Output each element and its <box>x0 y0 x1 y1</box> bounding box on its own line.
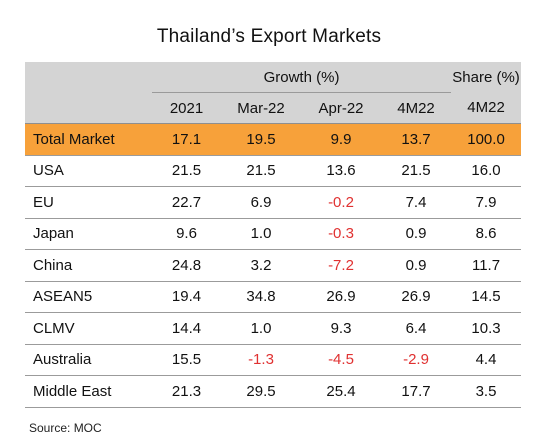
table-cell: 4.4 <box>451 344 522 376</box>
row-label: Australia <box>25 344 152 376</box>
table-cell: -7.2 <box>301 249 381 282</box>
export-markets-table: Growth (%) Share (%) 2021 Mar-22 Apr-22 … <box>25 62 522 408</box>
table-cell: 6.9 <box>221 186 301 219</box>
table-cell: 21.5 <box>381 155 452 187</box>
table-cell: 100.0 <box>451 123 522 156</box>
table-cell: 21.5 <box>152 155 221 187</box>
table-cell: 34.8 <box>221 281 301 313</box>
row-label: USA <box>25 155 152 187</box>
row-label: China <box>25 249 152 282</box>
table-cell: 9.3 <box>301 312 381 345</box>
table-cell: -4.5 <box>301 344 381 376</box>
header-corner-sub <box>25 92 152 124</box>
table-row: Middle East 21.3 29.5 25.4 17.7 3.5 <box>25 375 522 408</box>
table-cell: 3.2 <box>221 249 301 282</box>
table-cell: 6.4 <box>381 312 452 345</box>
row-label: EU <box>25 186 152 219</box>
table-cell: 17.7 <box>381 375 452 408</box>
table-cell: 15.5 <box>152 344 221 376</box>
table-row-total: Total Market 17.1 19.5 9.9 13.7 100.0 <box>25 123 522 156</box>
table-row: CLMV 14.4 1.0 9.3 6.4 10.3 <box>25 312 522 345</box>
row-label: Total Market <box>25 123 152 156</box>
table-cell: 25.4 <box>301 375 381 408</box>
growth-group-header: Growth (%) <box>152 62 452 93</box>
table-row: Japan 9.6 1.0 -0.3 0.9 8.6 <box>25 218 522 250</box>
table-cell: -0.2 <box>301 186 381 219</box>
column-header: 4M22 <box>451 92 522 124</box>
header-corner <box>25 62 152 93</box>
table-row: China 24.8 3.2 -7.2 0.9 11.7 <box>25 249 522 282</box>
table-cell: 7.9 <box>451 186 522 219</box>
table-cell: 19.5 <box>221 123 301 156</box>
table-cell: 17.1 <box>152 123 221 156</box>
table-cell: -2.9 <box>381 344 452 376</box>
column-header: Apr-22 <box>301 92 381 124</box>
table-row: USA 21.5 21.5 13.6 21.5 16.0 <box>25 155 522 187</box>
share-group-header: Share (%) <box>451 62 522 93</box>
column-header: 2021 <box>152 92 221 124</box>
header-column-row: 2021 Mar-22 Apr-22 4M22 4M22 <box>25 92 522 124</box>
row-label: ASEAN5 <box>25 281 152 313</box>
table-cell: 19.4 <box>152 281 221 313</box>
table-cell: 26.9 <box>381 281 452 313</box>
table-cell: 13.7 <box>381 123 452 156</box>
table-body: Total Market 17.1 19.5 9.9 13.7 100.0 USA 21.5 2… <box>25 123 522 408</box>
table-cell: 16.0 <box>451 155 522 187</box>
table-row: EU 22.7 6.9 -0.2 7.4 7.9 <box>25 186 522 219</box>
table-cell: 13.6 <box>301 155 381 187</box>
column-header: 4M22 <box>381 92 452 124</box>
table-cell: 26.9 <box>301 281 381 313</box>
table-cell: 9.9 <box>301 123 381 156</box>
table-row: ASEAN5 19.4 34.8 26.9 26.9 14.5 <box>25 281 522 313</box>
table-cell: 0.9 <box>381 218 452 250</box>
table-cell: 14.5 <box>451 281 522 313</box>
table-cell: 1.0 <box>221 218 301 250</box>
table-cell: 22.7 <box>152 186 221 219</box>
column-header: Mar-22 <box>221 92 301 124</box>
table-cell: 11.7 <box>451 249 522 282</box>
table-cell: 3.5 <box>451 375 522 408</box>
table-cell: 24.8 <box>152 249 221 282</box>
table-cell: 0.9 <box>381 249 452 282</box>
table-row: Australia 15.5 -1.3 -4.5 -2.9 4.4 <box>25 344 522 376</box>
header-group-row: Growth (%) Share (%) <box>25 62 522 93</box>
table-cell: 14.4 <box>152 312 221 345</box>
table-cell: 9.6 <box>152 218 221 250</box>
table-cell: -0.3 <box>301 218 381 250</box>
table-cell: 21.3 <box>152 375 221 408</box>
table-cell: -1.3 <box>221 344 301 376</box>
table-cell: 21.5 <box>221 155 301 187</box>
table-cell: 8.6 <box>451 218 522 250</box>
table-cell: 7.4 <box>381 186 452 219</box>
row-label: Japan <box>25 218 152 250</box>
table-cell: 10.3 <box>451 312 522 345</box>
table-title: Thailand’s Export Markets <box>156 26 382 47</box>
table-cell: 29.5 <box>221 375 301 408</box>
row-label: CLMV <box>25 312 152 345</box>
table-cell: 1.0 <box>221 312 301 345</box>
source-note: Source: MOC <box>29 421 102 435</box>
row-label: Middle East <box>25 375 152 408</box>
